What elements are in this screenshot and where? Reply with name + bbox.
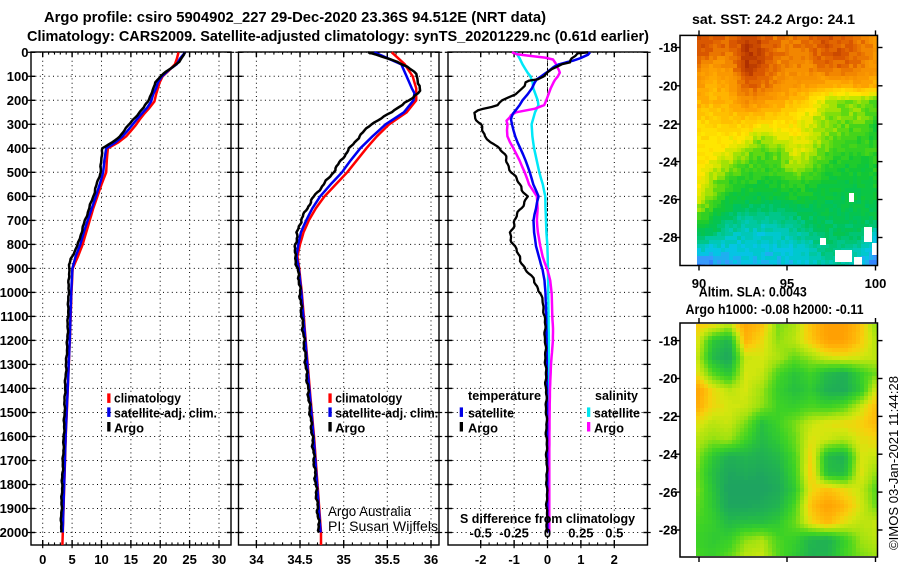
svg-text:climatology: climatology <box>114 392 181 406</box>
svg-text:1000: 1000 <box>0 285 29 300</box>
svg-text:Argo h1000: -0.08 h2000: -0.11: Argo h1000: -0.08 h2000: -0.11 <box>686 302 864 317</box>
svg-text:-22: -22 <box>659 409 678 424</box>
svg-text:1200: 1200 <box>0 333 29 348</box>
svg-text:20: 20 <box>153 552 167 567</box>
svg-text:satellite: satellite <box>468 405 514 420</box>
svg-text:-24: -24 <box>659 447 679 462</box>
svg-text:5: 5 <box>68 552 75 567</box>
svg-text:1100: 1100 <box>0 309 28 324</box>
svg-text:400: 400 <box>7 141 29 156</box>
svg-text:35.5: 35.5 <box>375 552 400 567</box>
svg-text:temperature: temperature <box>468 388 541 403</box>
svg-text:0: 0 <box>544 526 551 541</box>
svg-text:800: 800 <box>7 237 29 252</box>
svg-text:satellite-adj. clim.: satellite-adj. clim. <box>335 406 438 420</box>
svg-text:Climatology: CARS2009. Satelli: Climatology: CARS2009. Satellite-adjuste… <box>27 28 649 45</box>
svg-text:34.5: 34.5 <box>287 552 312 567</box>
svg-text:36: 36 <box>424 552 438 567</box>
svg-text:2: 2 <box>611 552 618 567</box>
svg-text:200: 200 <box>7 93 29 108</box>
svg-text:0: 0 <box>39 552 46 567</box>
svg-text:0.25: 0.25 <box>568 526 593 541</box>
svg-text:0: 0 <box>21 45 28 60</box>
svg-text:-26: -26 <box>659 485 678 500</box>
svg-text:-18: -18 <box>659 333 678 348</box>
svg-text:10: 10 <box>94 552 108 567</box>
svg-text:1700: 1700 <box>0 453 29 468</box>
svg-text:-18: -18 <box>659 40 678 55</box>
svg-text:Altim. SLA: 0.0043: Altim. SLA: 0.0043 <box>699 285 807 300</box>
svg-text:-22: -22 <box>659 117 678 132</box>
svg-text:-2: -2 <box>475 552 487 567</box>
svg-text:15: 15 <box>124 552 138 567</box>
svg-text:Argo Australia: Argo Australia <box>328 504 411 519</box>
svg-text:-1: -1 <box>508 552 520 567</box>
svg-text:1500: 1500 <box>0 405 29 420</box>
svg-text:-24: -24 <box>659 154 679 169</box>
svg-text:700: 700 <box>7 213 29 228</box>
svg-text:1: 1 <box>577 552 584 567</box>
svg-text:2000: 2000 <box>0 525 29 540</box>
svg-text:Argo: Argo <box>114 421 144 435</box>
svg-text:0.5: 0.5 <box>605 526 623 541</box>
svg-text:-20: -20 <box>659 371 678 386</box>
svg-text:satellite-adj. clim.: satellite-adj. clim. <box>114 406 217 420</box>
svg-text:PI: Susan Wijffels: PI: Susan Wijffels <box>328 519 438 534</box>
svg-text:Argo: Argo <box>335 421 365 435</box>
svg-text:100: 100 <box>865 276 887 291</box>
svg-text:500: 500 <box>7 165 29 180</box>
svg-text:1300: 1300 <box>0 357 29 372</box>
svg-text:0: 0 <box>544 552 551 567</box>
svg-text:satellite: satellite <box>594 405 640 420</box>
svg-text:90: 90 <box>692 276 706 291</box>
svg-text:1600: 1600 <box>0 429 29 444</box>
svg-text:©IMOS 03-Jan-2021 11:44:28: ©IMOS 03-Jan-2021 11:44:28 <box>886 376 900 550</box>
svg-text:-0.25: -0.25 <box>499 526 529 541</box>
svg-text:Argo: Argo <box>594 420 624 435</box>
svg-text:-20: -20 <box>659 79 678 94</box>
svg-text:Argo: Argo <box>468 420 498 435</box>
svg-text:30: 30 <box>212 552 226 567</box>
svg-text:25: 25 <box>182 552 196 567</box>
svg-text:salinity: salinity <box>595 388 639 403</box>
svg-text:34: 34 <box>249 552 264 567</box>
svg-text:35: 35 <box>336 552 350 567</box>
svg-text:sat. SST: 24.2 Argo: 24.1: sat. SST: 24.2 Argo: 24.1 <box>692 11 855 27</box>
svg-text:100: 100 <box>7 69 29 84</box>
svg-text:600: 600 <box>7 189 29 204</box>
svg-text:300: 300 <box>7 117 29 132</box>
svg-text:900: 900 <box>7 261 29 276</box>
svg-text:-28: -28 <box>659 230 678 245</box>
svg-text:S difference from climatology: S difference from climatology <box>460 512 635 526</box>
svg-text:-26: -26 <box>659 192 678 207</box>
svg-text:1900: 1900 <box>0 501 29 516</box>
svg-text:1800: 1800 <box>0 477 29 492</box>
svg-text:-28: -28 <box>659 523 678 538</box>
svg-text:climatology: climatology <box>335 392 402 406</box>
svg-text:95: 95 <box>780 276 794 291</box>
svg-text:-0.5: -0.5 <box>469 526 491 541</box>
svg-text:1400: 1400 <box>0 381 29 396</box>
svg-text:Argo profile: csiro 5904902_22: Argo profile: csiro 5904902_227 29-Dec-2… <box>44 9 546 26</box>
